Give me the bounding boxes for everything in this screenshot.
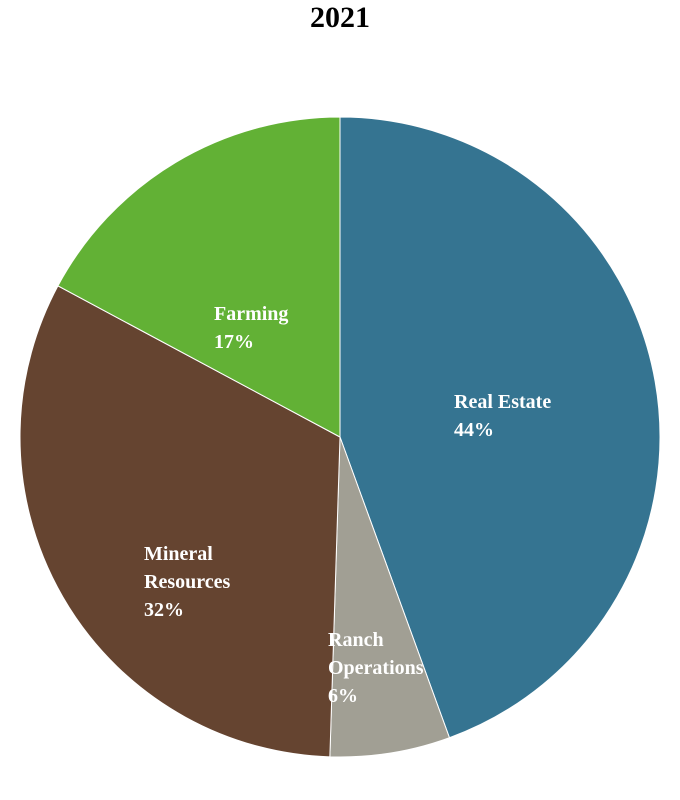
pie-slice-farming	[57, 116, 341, 438]
pie-slices	[19, 116, 661, 758]
slice-label-farming: Farming 17%	[214, 303, 288, 353]
slice-label-real-estate: Real Estate 44%	[454, 391, 551, 441]
pie-slice-real-estate	[339, 116, 661, 739]
pie-labels: Real Estate 44% Ranch Operations 6% Mineral Re…	[144, 303, 551, 707]
slice-label-ranch-operations: Ranch Operations 6%	[328, 629, 424, 707]
pie-slice-mineral-resources	[19, 285, 341, 758]
pie-slice-ranch-operations	[329, 436, 451, 758]
chart-title: 2021	[310, 1, 370, 34]
slice-label-mineral-resources: Mineral Resources 32%	[144, 543, 230, 621]
